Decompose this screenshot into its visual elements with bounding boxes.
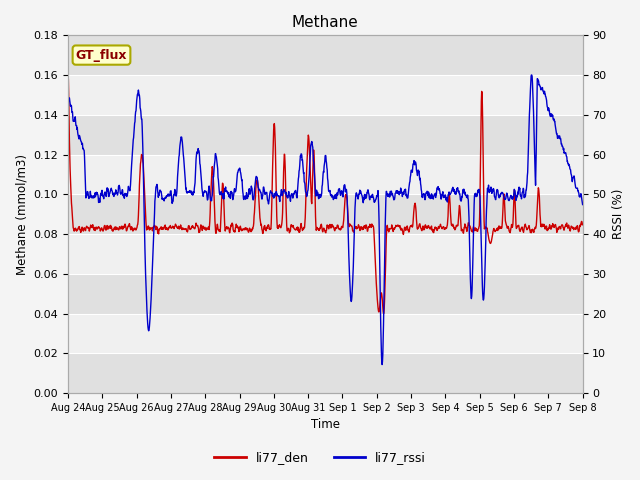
Bar bbox=[68, 234, 582, 274]
Bar bbox=[68, 353, 582, 393]
Bar bbox=[68, 155, 582, 194]
Bar bbox=[68, 194, 582, 234]
Text: GT_flux: GT_flux bbox=[76, 48, 127, 61]
Bar bbox=[68, 115, 582, 155]
Title: Methane: Methane bbox=[292, 15, 358, 30]
Bar bbox=[68, 75, 582, 115]
Bar bbox=[68, 274, 582, 313]
Bar bbox=[68, 313, 582, 353]
Y-axis label: Methane (mmol/m3): Methane (mmol/m3) bbox=[15, 154, 28, 275]
Legend: li77_den, li77_rssi: li77_den, li77_rssi bbox=[209, 446, 431, 469]
Bar bbox=[68, 36, 582, 75]
Y-axis label: RSSI (%): RSSI (%) bbox=[612, 189, 625, 240]
X-axis label: Time: Time bbox=[311, 419, 340, 432]
